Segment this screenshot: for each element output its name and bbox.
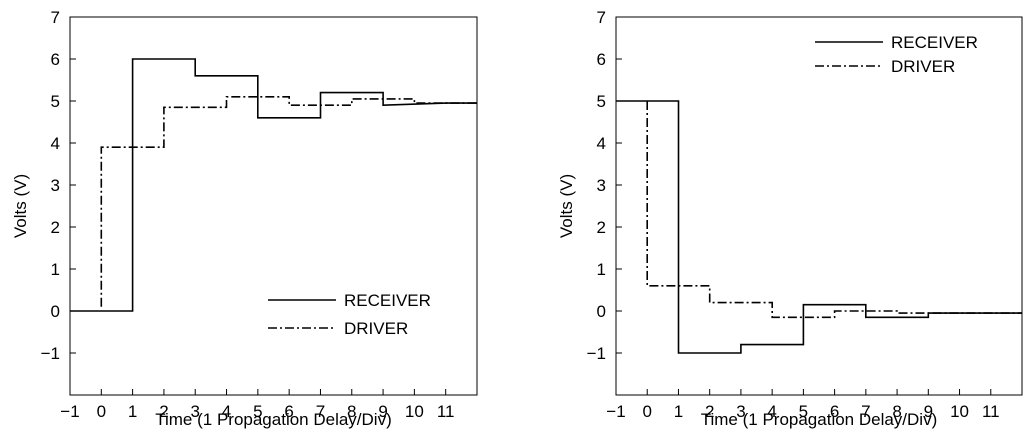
y-axis-title: Volts (V) [557,174,576,238]
y-tick-label: 7 [51,8,60,27]
y-tick-label: 4 [51,134,60,153]
x-tick-label: 3 [736,402,745,421]
x-axis-title: Time (1 Propagation Delay/Div) [701,410,938,429]
x-tick-label: 2 [705,402,714,421]
y-tick-label: −1 [587,344,606,363]
x-tick-label: 4 [767,402,776,421]
x-tick-label: 10 [405,402,424,421]
x-tick-label: 1 [128,402,137,421]
plot-frame [69,16,478,396]
y-tick-label: 1 [51,260,60,279]
legend-label-driver: DRIVER [344,319,408,338]
series-line-driver [100,96,477,307]
series-line-receiver [616,100,1022,354]
legend: RECEIVER DRIVER [815,33,978,76]
y-tick-label: 7 [597,8,606,27]
x-tick-label: 11 [982,402,1000,421]
x-axis-title: Time (1 Propagation Delay/Div) [155,410,392,429]
x-tick-label: 10 [950,402,969,421]
x-tick-label: 6 [830,402,839,421]
x-tick-label: 2 [159,402,168,421]
x-tick-label: 6 [284,402,293,421]
y-tick-label: 6 [51,50,60,69]
y-tick-label: 2 [597,218,606,237]
series-line-receiver [70,58,477,312]
y-tick-label: 1 [597,260,606,279]
x-tick-label: 1 [674,402,683,421]
y-tick-label: 5 [51,92,60,111]
y-tick-label: 4 [597,134,606,153]
y-tick-label: 3 [51,176,60,195]
x-tick-label: 9 [924,402,933,421]
x-tick-label: 3 [190,402,199,421]
x-tick-label: 7 [316,402,325,421]
x-tick-label: 8 [892,402,901,421]
x-tick-label: 9 [378,402,387,421]
x-tick-label: 0 [642,402,651,421]
plot-frame [615,16,1023,396]
legend-label-receiver: RECEIVER [891,33,978,52]
y-tick-label: 3 [597,176,606,195]
x-tick-label: 0 [97,402,106,421]
y-tick-label: 6 [597,50,606,69]
x-tick-label: 5 [799,402,808,421]
y-tick-label: −1 [41,344,60,363]
x-tick-label: −1 [606,402,625,421]
y-axis-title: Volts (V) [11,174,30,238]
y-tick-label: 0 [597,302,606,321]
x-tick-label: 4 [222,402,231,421]
series-line-driver [646,101,1022,319]
x-tick-label: 8 [347,402,356,421]
legend-label-receiver: RECEIVER [344,291,431,310]
x-tick-label: 11 [437,402,455,421]
y-tick-label: 2 [51,218,60,237]
y-tick-label: 5 [597,92,606,111]
legend-label-driver: DRIVER [891,57,955,76]
x-tick-label: 7 [861,402,870,421]
legend: RECEIVER DRIVER [268,291,431,338]
x-tick-label: 5 [253,402,262,421]
y-tick-label: 0 [51,302,60,321]
x-tick-label: −1 [60,402,79,421]
